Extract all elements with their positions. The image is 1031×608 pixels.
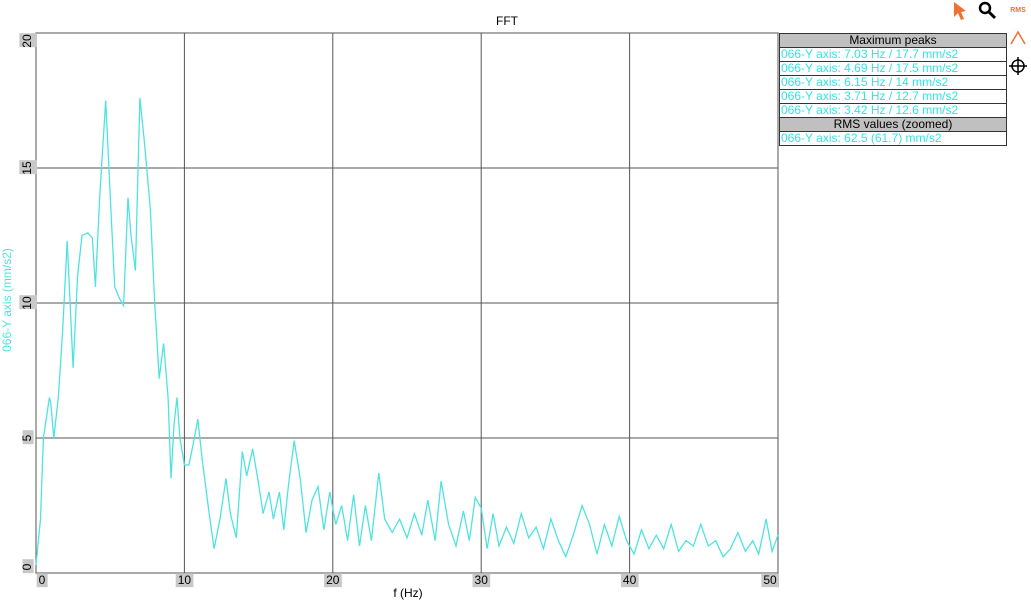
peak-entry-row: 066-Y axis: 6.15 Hz / 14 mm/s2	[779, 75, 1007, 90]
y-tick-label: 10	[20, 296, 34, 310]
peak-entry-row: 066-Y axis: 3.71 Hz / 12.7 mm/s2	[779, 89, 1007, 104]
x-tick-label: 10	[178, 573, 192, 587]
peak-entry: 066-Y axis: 6.15 Hz / 14 mm/s2	[779, 75, 1007, 90]
tick-label-box	[19, 33, 37, 48]
info-panel: Maximum peaks 066-Y axis: 7.03 Hz / 17.7 …	[779, 33, 1007, 146]
tick-label-box	[19, 160, 37, 175]
rms-header: RMS values (zoomed)	[779, 117, 1007, 132]
peak-entry-row: 066-Y axis: 4.69 Hz / 17.5 mm/s2	[779, 61, 1007, 76]
peak-entry: 066-Y axis: 3.42 Hz / 12.6 mm/s2	[779, 103, 1007, 118]
tick-label-box	[36, 573, 48, 588]
zoom-tool[interactable]	[978, 1, 992, 15]
y-tick-label: 20	[20, 34, 34, 48]
x-tick-label: 50	[763, 573, 777, 587]
tick-label-box	[324, 573, 342, 588]
tick-label-box	[761, 573, 779, 588]
rms-entry: 066-Y axis: 62.5 (61.7) mm/s2	[779, 131, 1007, 146]
peak-entry: 066-Y axis: 7.03 Hz / 17.7 mm/s2	[779, 47, 1007, 62]
tick-label-box	[19, 295, 37, 310]
zoom-tool-handle	[987, 10, 997, 20]
peak-entry: 066-Y axis: 3.71 Hz / 12.7 mm/s2	[779, 89, 1007, 104]
fft-line	[35, 97, 779, 565]
info-panel-body: Maximum peaks 066-Y axis: 7.03 Hz / 17.7 …	[779, 33, 1007, 146]
chart-title: FFT	[496, 14, 519, 28]
peaks-header: Maximum peaks	[779, 33, 1007, 48]
x-tick-label: 40	[623, 573, 637, 587]
peak-entry-row: 066-Y axis: 3.42 Hz / 12.6 mm/s2	[779, 103, 1007, 118]
toolbar: RMS	[954, 1, 1027, 75]
rms-header-row: RMS values (zoomed)	[779, 117, 1007, 132]
pointer-tool[interactable]	[954, 2, 966, 20]
tick-label-box	[620, 573, 639, 588]
rms-tool[interactable]: RMS	[1010, 7, 1026, 14]
cursor-tool-cross	[1009, 57, 1027, 75]
tick-label-box	[22, 430, 34, 445]
peaks-header-row: Maximum peaks	[779, 33, 1007, 48]
y-axis-label: 066-Y axis (mm/s2)	[0, 248, 14, 352]
y-tick-label: 5	[20, 434, 34, 441]
x-tick-label: 0	[39, 573, 46, 587]
tick-label-box	[472, 573, 491, 588]
y-tick-label: 0	[20, 563, 34, 570]
peak-entry-row: 066-Y axis: 7.03 Hz / 17.7 mm/s2	[779, 47, 1007, 62]
peak-tool[interactable]	[1010, 30, 1026, 45]
rms-entry-row: 066-Y axis: 62.5 (61.7) mm/s2	[779, 131, 1007, 146]
y-tick-label: 15	[20, 161, 34, 175]
x-tick-label: 20	[326, 573, 340, 587]
tick-label-box	[22, 559, 34, 574]
x-tick-label: 30	[475, 573, 489, 587]
tick-label-box	[175, 573, 194, 588]
peak-entry: 066-Y axis: 4.69 Hz / 17.5 mm/s2	[779, 61, 1007, 76]
x-axis-label: f (Hz)	[393, 586, 422, 600]
